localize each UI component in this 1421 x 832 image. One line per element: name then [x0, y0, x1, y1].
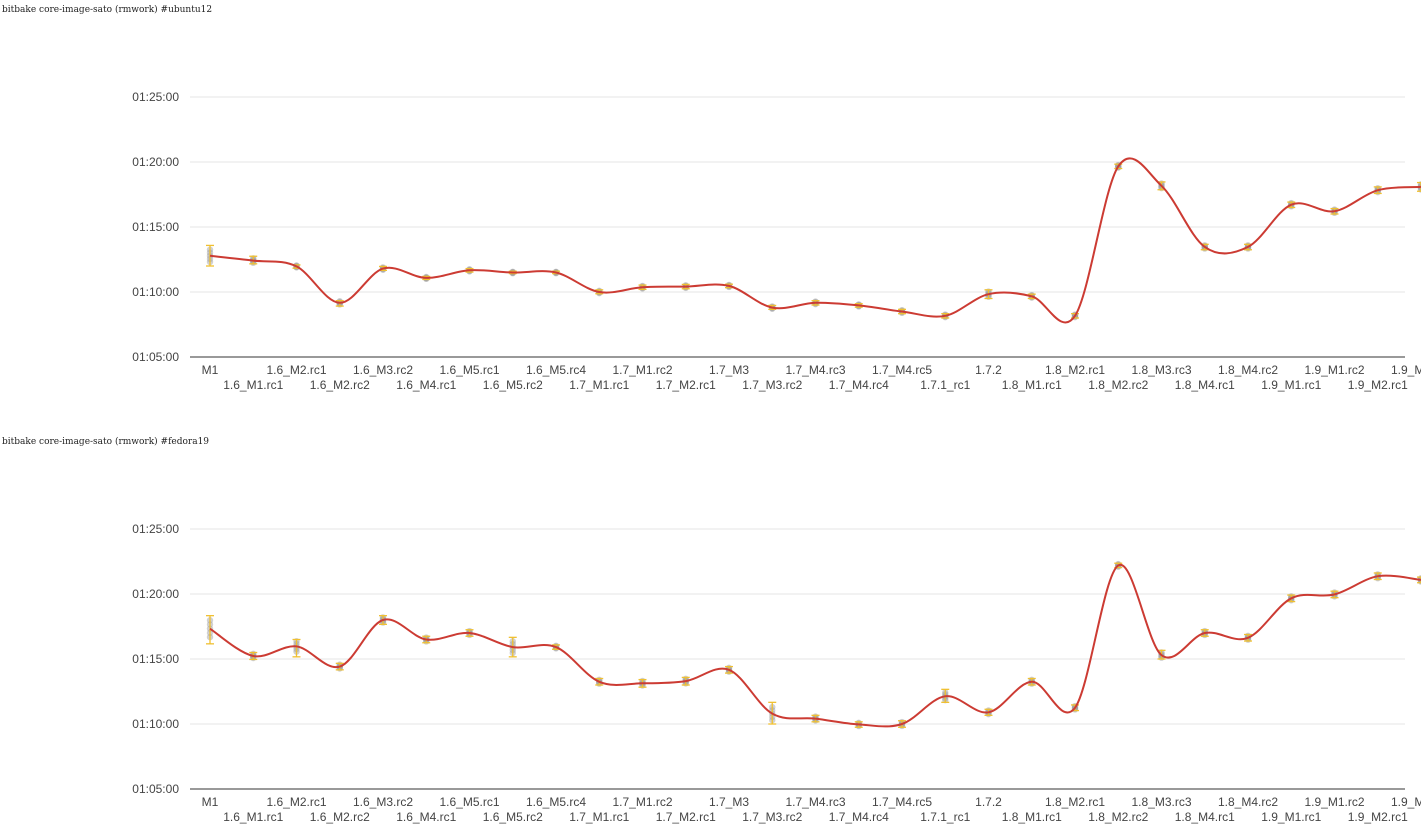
x-tick-label: 1.6_M1.rc1 — [223, 810, 283, 824]
x-tick-label: 1.8_M2.rc1 — [1045, 795, 1105, 809]
y-tick-label: 01:25:00 — [132, 90, 179, 104]
x-tick-label: 1.6_M4.rc1 — [396, 378, 456, 392]
x-tick-label: 1.8_M1.rc1 — [1002, 810, 1062, 824]
x-tick-label: 1.6_M2.rc2 — [310, 378, 370, 392]
x-tick-label: 1.6_M2.rc2 — [310, 810, 370, 824]
x-tick-label: 1.7_M4.rc4 — [829, 810, 889, 824]
x-tick-label: 1.8_M3.rc3 — [1131, 363, 1191, 377]
x-tick-label: 1.6_M5.rc2 — [483, 810, 543, 824]
chart-title-fedora19: bitbake core-image-sato (rmwork) #fedora… — [2, 437, 210, 447]
x-tick-label: 1.7_M1.rc1 — [569, 378, 629, 392]
x-tick-label: 1.7_M4.rc3 — [785, 795, 845, 809]
x-tick-label: 1.7.2 — [975, 363, 1002, 377]
y-tick-label: 01:15:00 — [132, 652, 179, 666]
x-tick-label: 1.7_M2.rc1 — [656, 378, 716, 392]
x-tick-label: 1.8_M3.rc3 — [1131, 795, 1191, 809]
x-tick-label: 1.7_M4.rc4 — [829, 378, 889, 392]
x-tick-label: M1 — [202, 363, 219, 377]
x-tick-label: 1.8_M4.rc1 — [1175, 810, 1235, 824]
x-tick-label: 1.7.1_rc1 — [920, 378, 970, 392]
y-tick-label: 01:10:00 — [132, 717, 179, 731]
x-tick-label: 1.6_M3.rc2 — [353, 795, 413, 809]
x-tick-label: 1.7_M1.rc1 — [569, 810, 629, 824]
x-tick-label: 1.7_M3.rc2 — [742, 810, 802, 824]
x-tick-label: 1.9_M1.rc2 — [1304, 363, 1364, 377]
x-tick-label: 1.7.2 — [975, 795, 1002, 809]
x-tick-label: 1.6_M5.rc2 — [483, 378, 543, 392]
x-tick-label: 1.7_M3.rc2 — [742, 378, 802, 392]
x-tick-label: 1.8_M4.rc1 — [1175, 378, 1235, 392]
trend-line — [209, 157, 1421, 324]
x-tick-label: 1.7.1_rc1 — [920, 810, 970, 824]
x-tick-label: 1.6_M1.rc1 — [223, 378, 283, 392]
chart-fedora19: 01:05:00 01:10:00 01:15:00 01:20:00 01:25:00… — [132, 522, 1421, 824]
x-tick-label: 1.6_M5.rc1 — [439, 795, 499, 809]
x-tick-label: 1.6_M2.rc1 — [266, 363, 326, 377]
y-tick-label: 01:25:00 — [132, 522, 179, 536]
chart-ubuntu12: 01:05:00 01:10:00 01:15:00 01:20:00 01:25:00… — [132, 90, 1421, 392]
y-tick-label: 01:05:00 — [132, 782, 179, 796]
x-tick-label: 1.6_M5.rc4 — [526, 363, 586, 377]
trend-line — [209, 564, 1421, 728]
x-tick-label: 1.7_M3 — [709, 795, 749, 809]
x-tick-label: 1.7_M3 — [709, 363, 749, 377]
x-tick-label: 1.6_M5.rc1 — [439, 363, 499, 377]
x-tick-label: 1.9_M2.rc1 — [1348, 810, 1408, 824]
x-tick-label: 1.6_M4.rc1 — [396, 810, 456, 824]
x-tick-label: 1.6_M5.rc4 — [526, 795, 586, 809]
y-tick-label: 01:05:00 — [132, 350, 179, 364]
x-tick-label: 1.9_M1.rc1 — [1261, 378, 1321, 392]
y-tick-label: 01:15:00 — [132, 220, 179, 234]
x-tick-label: 1.9_M2.rc2 — [1391, 363, 1421, 377]
chart-title-ubuntu12: bitbake core-image-sato (rmwork) #ubuntu… — [2, 5, 213, 15]
y-tick-label: 01:10:00 — [132, 285, 179, 299]
x-tick-label: 1.8_M2.rc2 — [1088, 378, 1148, 392]
x-tick-label: 1.8_M2.rc1 — [1045, 363, 1105, 377]
x-tick-label: M1 — [202, 795, 219, 809]
y-tick-label: 01:20:00 — [132, 155, 179, 169]
x-tick-label: 1.8_M4.rc2 — [1218, 795, 1278, 809]
x-tick-label: 1.6_M3.rc2 — [353, 363, 413, 377]
x-tick-label: 1.7_M1.rc2 — [612, 363, 672, 377]
x-tick-label: 1.6_M2.rc1 — [266, 795, 326, 809]
y-tick-label: 01:20:00 — [132, 587, 179, 601]
x-tick-label: 1.8_M1.rc1 — [1002, 378, 1062, 392]
x-tick-label: 1.8_M4.rc2 — [1218, 363, 1278, 377]
x-tick-label: 1.9_M1.rc2 — [1304, 795, 1364, 809]
x-tick-label: 1.7_M4.rc5 — [872, 795, 932, 809]
x-tick-label: 1.7_M1.rc2 — [612, 795, 672, 809]
x-tick-label: 1.7_M2.rc1 — [656, 810, 716, 824]
x-tick-label: 1.7_M4.rc3 — [785, 363, 845, 377]
x-tick-label: 1.9_M2.rc1 — [1348, 378, 1408, 392]
x-tick-label: 1.8_M2.rc2 — [1088, 810, 1148, 824]
x-tick-label: 1.9_M2.rc2 — [1391, 795, 1421, 809]
x-tick-label: 1.7_M4.rc5 — [872, 363, 932, 377]
x-tick-label: 1.9_M1.rc1 — [1261, 810, 1321, 824]
